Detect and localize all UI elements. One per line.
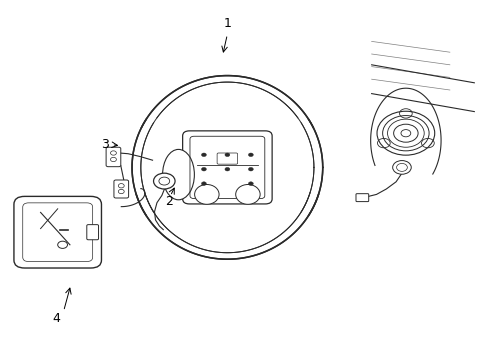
Ellipse shape: [194, 184, 219, 204]
FancyBboxPatch shape: [106, 147, 121, 167]
Circle shape: [248, 153, 253, 157]
Ellipse shape: [162, 149, 194, 200]
Ellipse shape: [147, 119, 204, 191]
Circle shape: [153, 173, 175, 189]
Circle shape: [224, 153, 229, 157]
FancyBboxPatch shape: [114, 180, 128, 198]
Text: 1: 1: [223, 17, 231, 30]
Circle shape: [248, 182, 253, 185]
Text: 4: 4: [52, 312, 60, 325]
Circle shape: [201, 153, 206, 157]
Circle shape: [201, 182, 206, 185]
FancyBboxPatch shape: [183, 131, 271, 204]
Ellipse shape: [253, 122, 304, 187]
Ellipse shape: [235, 184, 260, 204]
Ellipse shape: [181, 94, 273, 162]
Circle shape: [248, 167, 253, 171]
Circle shape: [224, 167, 229, 171]
FancyBboxPatch shape: [14, 197, 102, 268]
Text: 3: 3: [101, 138, 109, 150]
Circle shape: [400, 130, 410, 137]
Text: 2: 2: [164, 195, 172, 208]
FancyBboxPatch shape: [87, 225, 98, 240]
FancyBboxPatch shape: [355, 194, 368, 202]
Circle shape: [201, 167, 206, 171]
